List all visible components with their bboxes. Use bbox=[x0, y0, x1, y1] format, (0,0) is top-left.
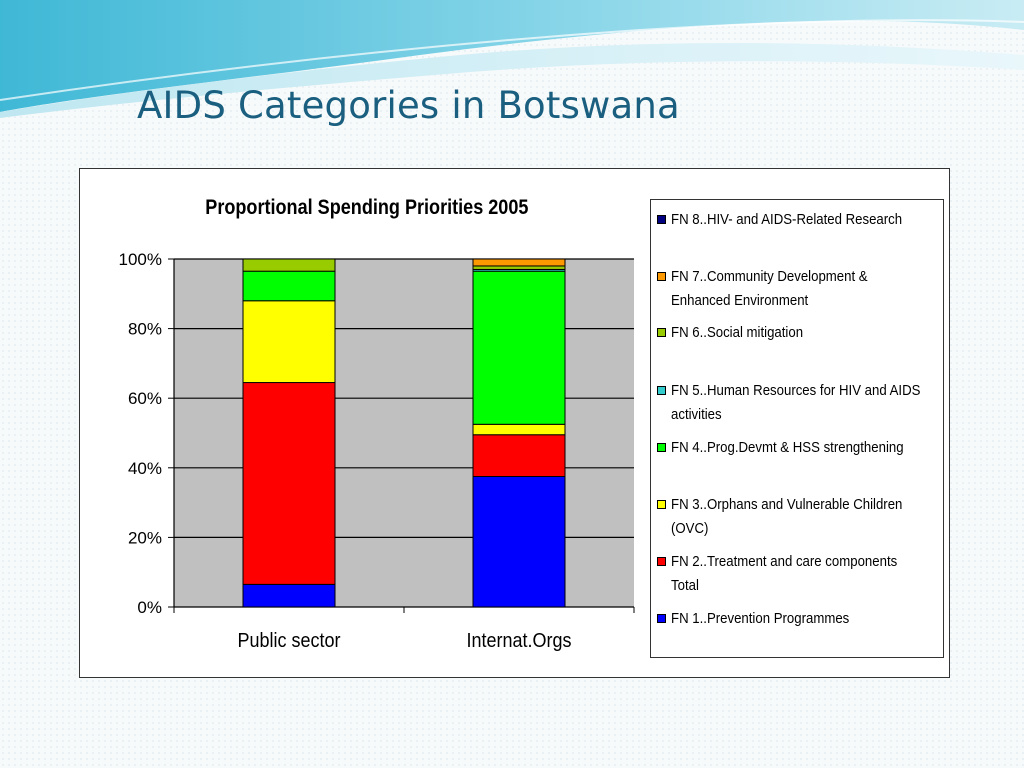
stacked-bar-chart: 0% 20% 40% 60% 80% 100% Public sector Internat.… bbox=[119, 250, 635, 652]
legend-label: FN 6..Social mitigation bbox=[671, 324, 804, 341]
x-category-label: Internat.Orgs bbox=[467, 630, 572, 652]
legend-label: FN 8..HIV- and AIDS-Related Research bbox=[671, 211, 903, 228]
bar-segment bbox=[472, 476, 566, 608]
legend-label: FN 1..Prevention Programmes bbox=[671, 610, 850, 627]
y-tick-label: 0% bbox=[137, 598, 162, 617]
y-tick-label: 60% bbox=[128, 389, 162, 408]
y-tick-label: 40% bbox=[128, 459, 162, 478]
legend-swatch bbox=[657, 215, 666, 224]
bar-segment bbox=[472, 270, 566, 425]
y-tick-label: 20% bbox=[128, 528, 162, 547]
legend-label: FN 2..Treatment and care components Tota… bbox=[671, 553, 898, 594]
y-tick-label: 80% bbox=[128, 320, 162, 339]
x-category-label: Public sector bbox=[238, 630, 342, 652]
legend-swatch bbox=[657, 328, 666, 337]
bar-segment bbox=[242, 382, 336, 585]
slide-title: AIDS Categories in Botswana bbox=[137, 84, 680, 127]
bar-segment bbox=[472, 434, 566, 477]
chart-legend: FN 8..HIV- and AIDS-Related Research FN 7… bbox=[650, 199, 944, 658]
bar-segment bbox=[472, 265, 566, 270]
bar-segment bbox=[242, 270, 336, 302]
header-wave-decoration bbox=[0, 0, 1024, 118]
bar-segment bbox=[472, 423, 566, 436]
bar-segment bbox=[472, 258, 566, 267]
legend-label: FN 4..Prog.Devmt & HSS strengthening bbox=[671, 439, 904, 456]
legend-swatch bbox=[657, 443, 666, 452]
chart-title: Proportional Spending Priorities 2005 bbox=[205, 196, 529, 219]
legend-label: FN 5..Human Resources for HIV and AIDS a… bbox=[671, 382, 921, 423]
legend-swatch bbox=[657, 386, 666, 395]
y-tick-label: 100% bbox=[119, 250, 162, 269]
legend-swatch bbox=[657, 614, 666, 623]
legend-label: FN 3..Orphans and Vulnerable Children (O… bbox=[671, 496, 903, 537]
legend-swatch bbox=[657, 500, 666, 509]
legend-swatch bbox=[657, 557, 666, 566]
legend-swatch bbox=[657, 272, 666, 281]
legend-label: FN 7..Community Development & Enhanced E… bbox=[671, 268, 868, 309]
bar-segment bbox=[242, 583, 336, 608]
bar-segment bbox=[242, 300, 336, 384]
bar-segment bbox=[242, 258, 336, 272]
